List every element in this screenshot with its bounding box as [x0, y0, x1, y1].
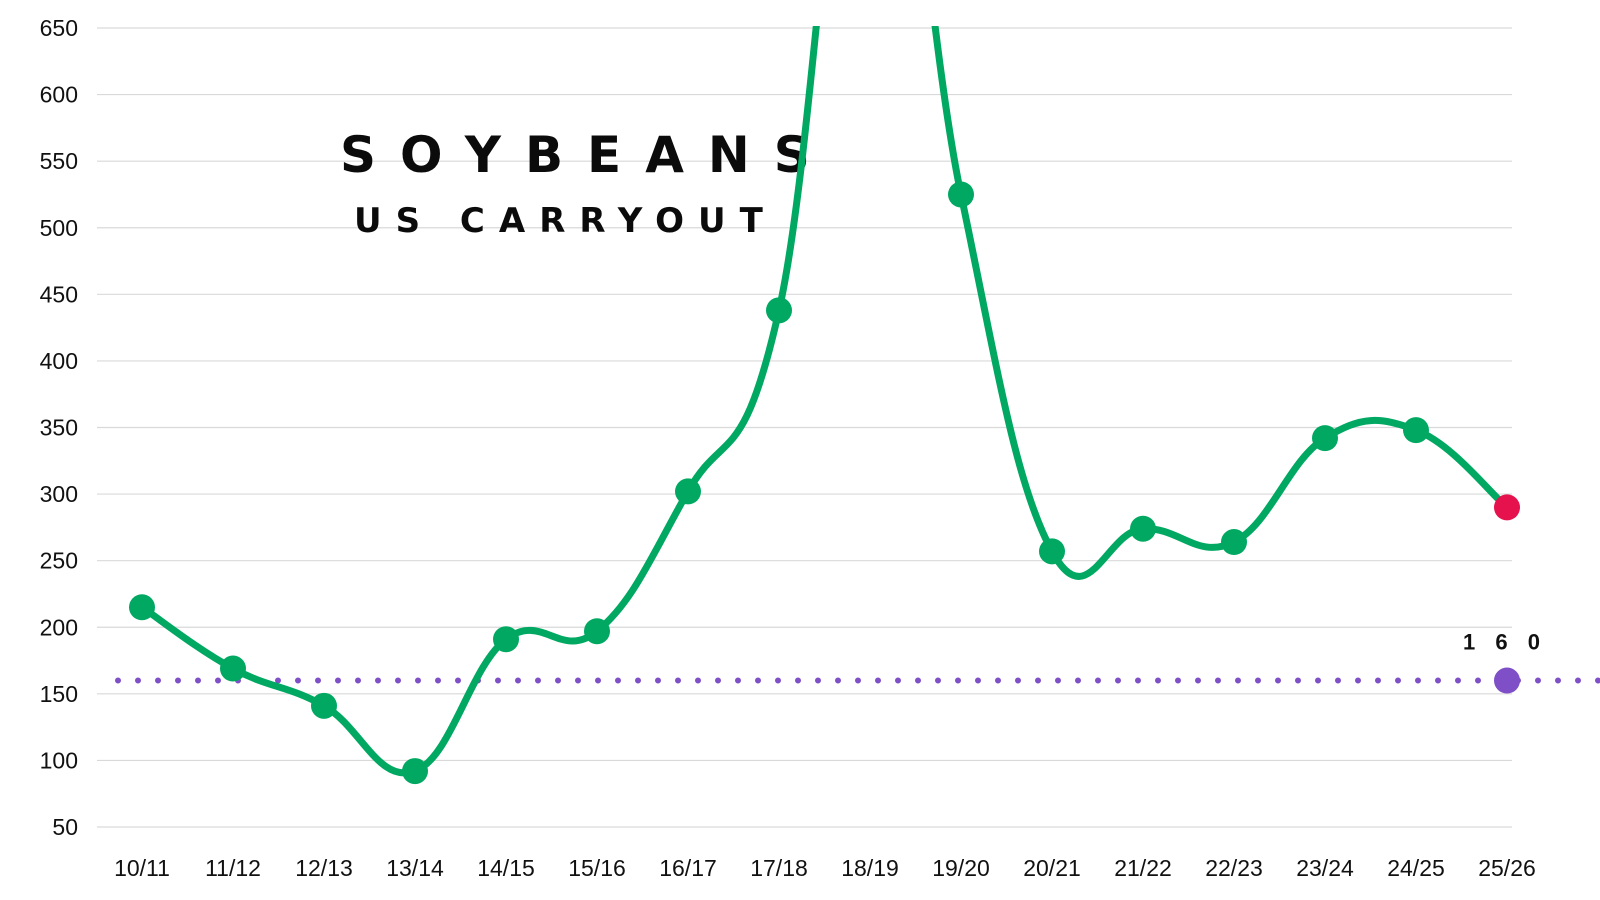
- data-point: [220, 655, 246, 682]
- x-tick-label: 16/17: [659, 855, 717, 881]
- y-tick-label: 100: [40, 747, 78, 773]
- data-point: [1039, 538, 1065, 565]
- reference-marker: [1494, 667, 1520, 694]
- y-tick-label: 450: [40, 281, 78, 307]
- data-point: [402, 758, 428, 785]
- y-tick-label: 550: [40, 148, 78, 174]
- x-tick-label: 20/21: [1023, 855, 1081, 881]
- grid-layer: [97, 27, 1512, 828]
- chart-title-group: SOYBEANS US CARRYOUT: [340, 126, 834, 241]
- data-point: [948, 181, 974, 208]
- data-point-latest: [1494, 494, 1520, 521]
- data-point: [1130, 515, 1156, 542]
- x-tick-label: 12/13: [295, 855, 353, 881]
- y-tick-label: 500: [40, 215, 78, 241]
- y-tick-label: 350: [40, 415, 78, 441]
- data-point: [311, 692, 337, 719]
- data-point: [766, 297, 792, 324]
- y-tick-label: 250: [40, 548, 78, 574]
- reference-label: 1 6 0: [1463, 630, 1547, 655]
- x-tick-label: 13/14: [386, 855, 444, 881]
- series-group: [129, 26, 1520, 785]
- x-tick-label: 25/26: [1478, 855, 1536, 881]
- data-point: [584, 618, 610, 645]
- x-tick-label: 21/22: [1114, 855, 1172, 881]
- data-point: [493, 626, 519, 653]
- data-point: [1221, 529, 1247, 556]
- x-tick-label: 18/19: [841, 855, 899, 881]
- x-tick-label: 19/20: [932, 855, 990, 881]
- y-tick-label: 600: [40, 82, 78, 108]
- y-tick-label: 300: [40, 481, 78, 507]
- y-tick-label: 400: [40, 348, 78, 374]
- x-axis: 10/11 11/12 12/13 13/14 14/15 15/16 16/17 17/18…: [114, 855, 1536, 881]
- data-point: [675, 478, 701, 505]
- x-tick-label: 17/18: [750, 855, 808, 881]
- x-tick-label: 24/25: [1387, 855, 1445, 881]
- x-tick-label: 10/11: [114, 855, 170, 881]
- x-tick-label: 15/16: [568, 855, 626, 881]
- data-point: [1312, 425, 1338, 452]
- y-tick-label: 150: [40, 681, 78, 707]
- chart-subtitle: US CARRYOUT: [354, 201, 777, 241]
- data-point: [1403, 417, 1429, 444]
- y-tick-label: 650: [40, 15, 78, 41]
- y-tick-label: 50: [52, 814, 78, 840]
- chart-title: SOYBEANS: [340, 126, 834, 184]
- data-point: [129, 594, 155, 621]
- series-line: [138, 26, 1511, 777]
- x-tick-label: 14/15: [477, 855, 535, 881]
- x-tick-label: 11/12: [205, 855, 261, 881]
- y-axis: 50 100 150 200 250 300 350 400 450 500 550 600 650: [40, 15, 78, 840]
- y-tick-label: 200: [40, 614, 78, 640]
- reference-line-group: 1 6 0: [115, 630, 1600, 694]
- x-tick-label: 23/24: [1296, 855, 1354, 881]
- x-tick-label: 22/23: [1205, 855, 1263, 881]
